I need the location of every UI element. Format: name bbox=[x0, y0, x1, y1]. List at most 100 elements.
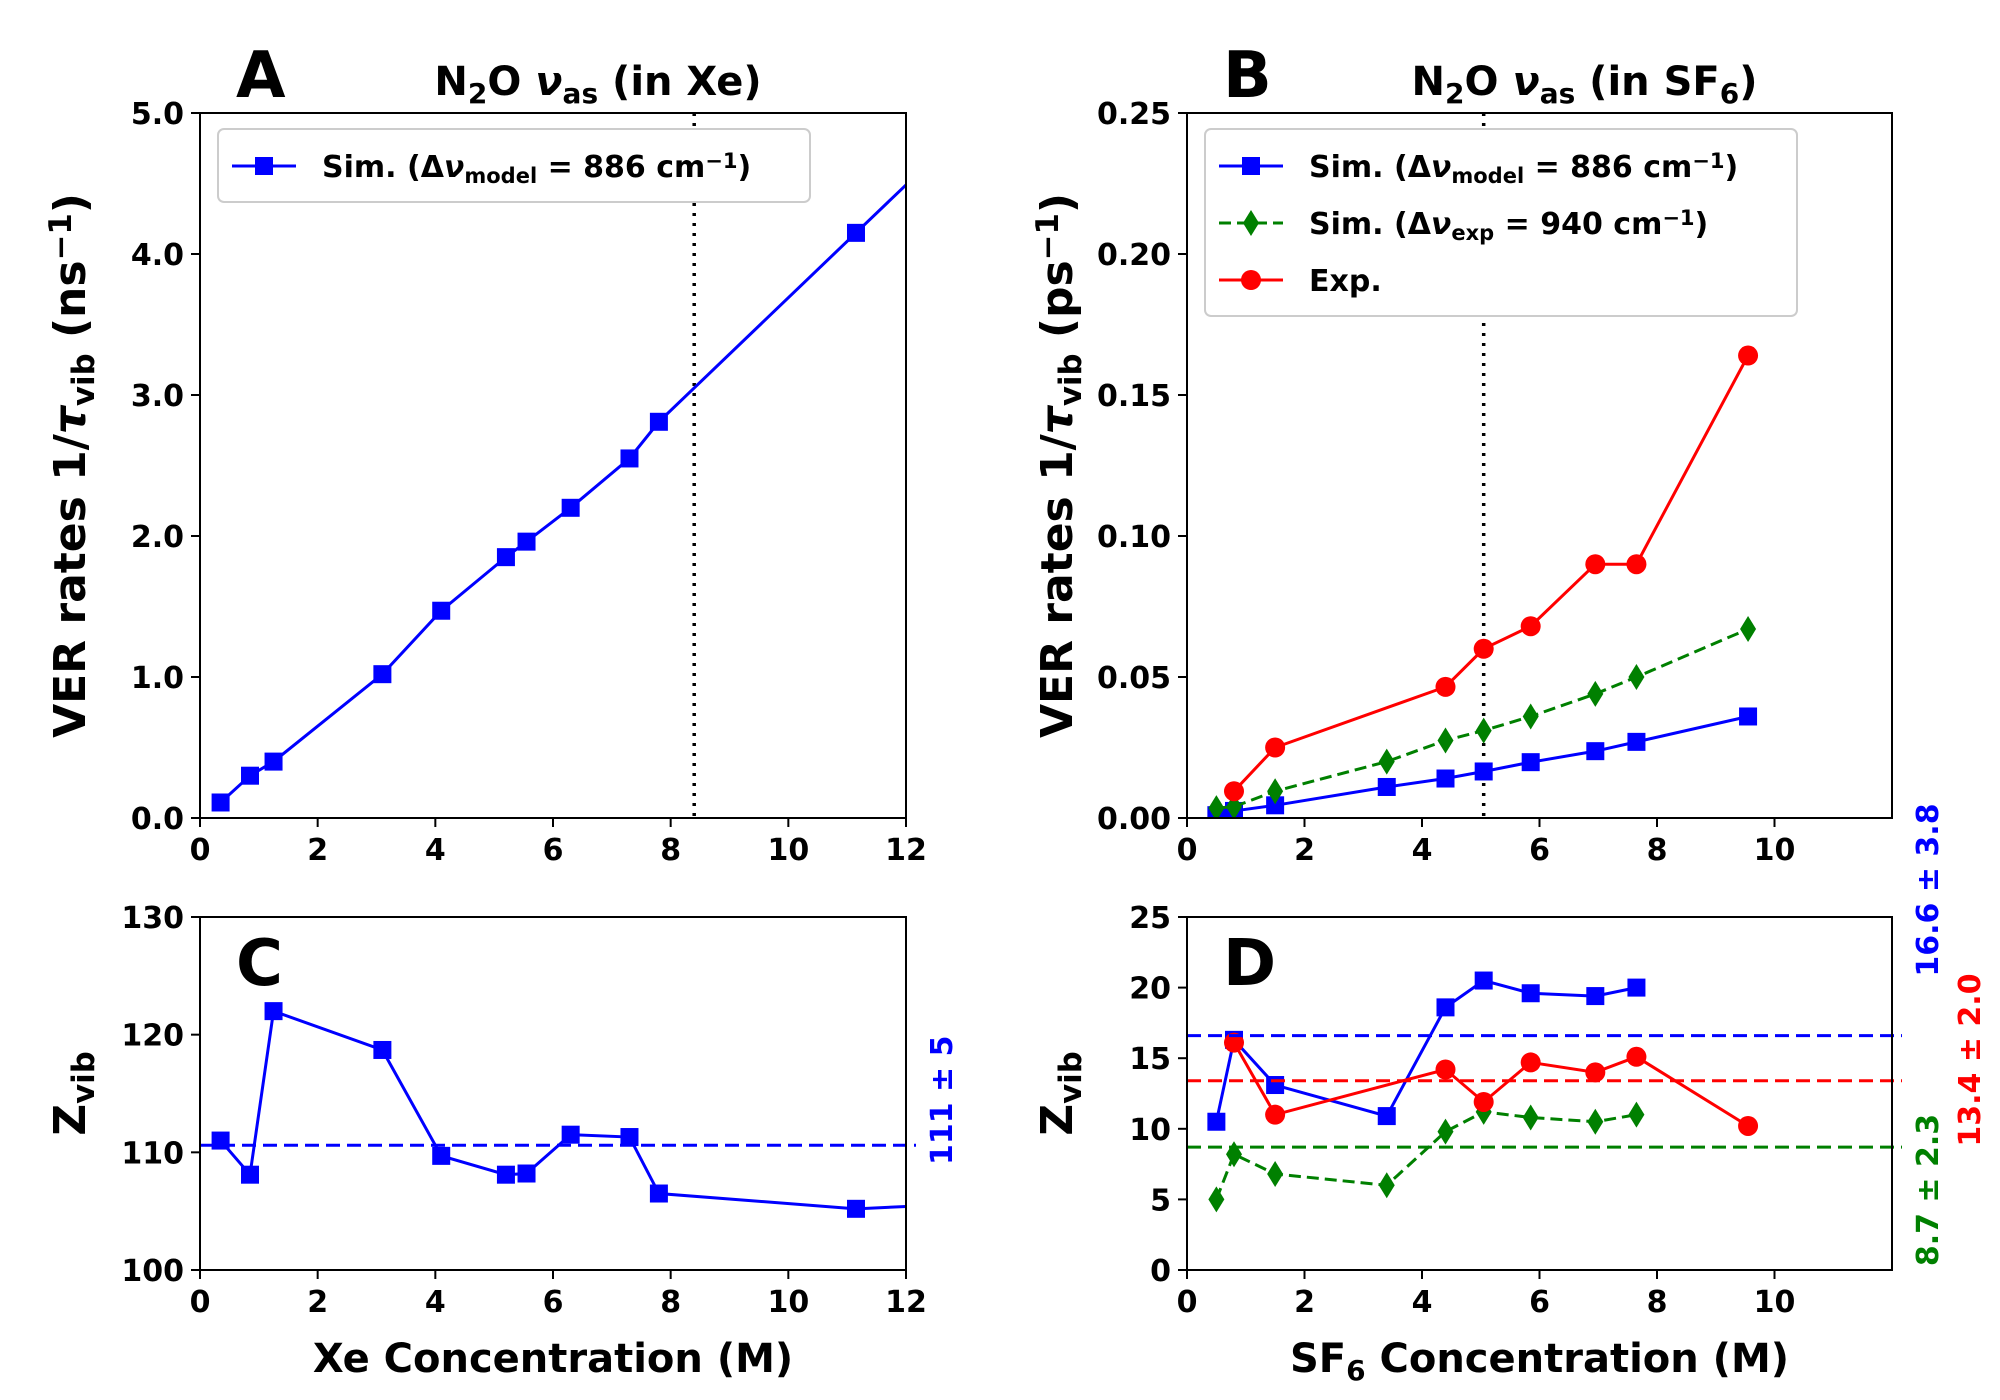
legend-label-part: Sim. (Δ bbox=[1309, 207, 1432, 242]
y-tick-label: 15 bbox=[1129, 1042, 1171, 1077]
y-axis-label-part: vib bbox=[66, 1051, 102, 1104]
x-tick-label: 2 bbox=[307, 1285, 328, 1320]
y-tick-label: 0.05 bbox=[1097, 661, 1171, 696]
x-tick-label: 0 bbox=[1177, 833, 1198, 868]
panel-b: 0 2 4 6 8 10 0.00 0.05 0.10 0.15 0.20 0.25 B N2O νas … bbox=[1030, 39, 1893, 868]
data-point bbox=[1586, 742, 1605, 761]
x-tick-label: 8 bbox=[660, 833, 681, 868]
data-point bbox=[1627, 732, 1646, 751]
data-point bbox=[561, 498, 580, 517]
x-tick-label: 4 bbox=[425, 1285, 446, 1320]
data-point bbox=[517, 1164, 536, 1183]
x-tick-label: 4 bbox=[1412, 1285, 1433, 1320]
series-line bbox=[1232, 1041, 1749, 1128]
data-point bbox=[1587, 680, 1604, 707]
panel-title-part: (in Xe) bbox=[598, 59, 762, 105]
panel-title-part: 2 bbox=[1445, 77, 1464, 110]
legend-label-part: ν bbox=[1431, 150, 1451, 185]
panel-letter: A bbox=[236, 39, 286, 113]
x-tick-label: 10 bbox=[767, 833, 809, 868]
y-tick-label: 5 bbox=[1150, 1183, 1171, 1218]
data-point bbox=[1740, 616, 1757, 643]
y-axis-label-part: (ps bbox=[1032, 260, 1083, 353]
x-tick-label: 6 bbox=[543, 833, 564, 868]
legend-label-part: −1 bbox=[705, 149, 737, 173]
y-tick-label: 0.15 bbox=[1097, 379, 1171, 414]
data-point bbox=[1377, 1107, 1396, 1126]
axes-frame bbox=[199, 112, 907, 819]
x-tick-label: 2 bbox=[307, 833, 328, 868]
data-point bbox=[649, 1184, 668, 1203]
y-axis-label: Zvib bbox=[1032, 1051, 1089, 1136]
data-point bbox=[1437, 1118, 1454, 1145]
legend-label-part: = 886 cm bbox=[1524, 150, 1692, 185]
legend-label-part: −1 bbox=[1692, 149, 1724, 173]
x-axis-label: SF6 Concentration (M) bbox=[1290, 1336, 1789, 1387]
legend: Sim. (Δνmodel = 886 cm−1)Sim. (Δνexp = 9… bbox=[1204, 128, 1798, 317]
data-point bbox=[1226, 1141, 1242, 1168]
data-point bbox=[1628, 664, 1645, 690]
data-point bbox=[1224, 781, 1244, 802]
panel-title-part: (in SF bbox=[1575, 59, 1719, 105]
x-tick-label: 10 bbox=[1754, 1285, 1796, 1320]
data-point bbox=[1436, 769, 1455, 788]
x-tick-label: 10 bbox=[767, 1285, 809, 1320]
data-point bbox=[1585, 554, 1606, 575]
y-axis-label-part: VER rates 1/ bbox=[45, 433, 96, 738]
plot-area bbox=[1207, 113, 1759, 818]
data-point bbox=[241, 1165, 260, 1184]
legend-label-part: model bbox=[464, 164, 537, 188]
panel-title: N2O νas (in Xe) bbox=[434, 59, 761, 110]
data-point bbox=[1520, 1052, 1541, 1073]
series-line bbox=[1216, 627, 1749, 810]
panel-title-part: N bbox=[434, 59, 467, 105]
data-point bbox=[373, 665, 392, 684]
data-point bbox=[1521, 753, 1540, 772]
legend-marker bbox=[255, 157, 273, 175]
x-tick-label: 8 bbox=[660, 1285, 681, 1320]
data-point bbox=[1628, 1101, 1645, 1128]
data-point bbox=[1473, 1091, 1494, 1112]
x-tick-label: 0 bbox=[190, 1285, 211, 1320]
data-point bbox=[432, 601, 451, 620]
y-axis-label-part: vib bbox=[1053, 353, 1089, 406]
y-tick-label: 4.0 bbox=[131, 238, 184, 273]
x-tick-label: 0 bbox=[190, 833, 211, 868]
axes-frame bbox=[199, 916, 907, 1271]
y-tick-label: 0.20 bbox=[1097, 238, 1171, 273]
x-axis-label-part: 6 bbox=[1346, 1354, 1365, 1387]
data-point bbox=[496, 548, 515, 567]
y-tick-label: 110 bbox=[121, 1136, 184, 1171]
data-point bbox=[1377, 777, 1396, 796]
legend-label-part: ) bbox=[1695, 207, 1709, 242]
data-point bbox=[620, 1128, 639, 1147]
data-point bbox=[1520, 616, 1541, 637]
y-axis-label-part: ) bbox=[45, 193, 96, 213]
data-point bbox=[1265, 737, 1286, 758]
legend-label: Sim. (Δνmodel = 886 cm−1) bbox=[322, 149, 751, 189]
data-point bbox=[1226, 793, 1242, 818]
panel-title-part: ) bbox=[1739, 59, 1757, 105]
data-point bbox=[1208, 1186, 1225, 1213]
data-point bbox=[1224, 1032, 1244, 1053]
average-label: 8.7 ± 2.3 bbox=[1911, 1114, 1946, 1266]
x-tick-label: 8 bbox=[1647, 833, 1668, 868]
x-tick-label: 6 bbox=[543, 1285, 564, 1320]
data-point bbox=[373, 1040, 392, 1059]
data-point bbox=[1738, 345, 1759, 366]
y-axis-label-part: Z bbox=[45, 1104, 96, 1136]
y-tick-label: 0 bbox=[1150, 1254, 1171, 1289]
series-line bbox=[1214, 1110, 1637, 1200]
panel-title: N2O νas (in SF6) bbox=[1412, 59, 1758, 110]
panel-title-part: N bbox=[1412, 59, 1445, 105]
data-point bbox=[1267, 1160, 1284, 1187]
average-label: 111 ± 5 bbox=[925, 1036, 960, 1166]
y-tick-label: 3.0 bbox=[131, 379, 184, 414]
legend-marker bbox=[1241, 270, 1261, 290]
y-axis-label-part: vib bbox=[66, 353, 102, 406]
data-point bbox=[1436, 998, 1455, 1017]
y-tick-label: 5.0 bbox=[131, 97, 184, 132]
panel-title-part: ν bbox=[535, 59, 562, 105]
